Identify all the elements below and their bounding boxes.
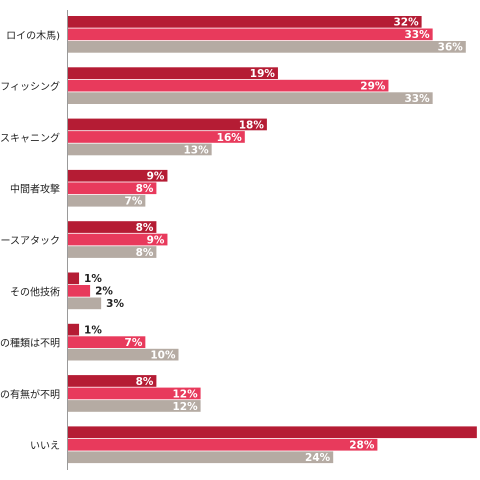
bar [68, 246, 157, 258]
category-labels: ロイの木馬) フィッシングスキャニング中間者攻撃ースアタックその他技術の種類は不明… [0, 30, 60, 452]
bar [68, 131, 245, 143]
bar [68, 221, 157, 233]
bar [68, 336, 146, 348]
bar [68, 79, 389, 92]
value-label: 12% [172, 388, 198, 400]
value-label: 12% [172, 401, 198, 413]
value-label: 36% [438, 42, 464, 54]
bar [68, 323, 80, 336]
category-label: その他技術 [10, 285, 60, 298]
bar [68, 118, 267, 131]
bar [68, 400, 201, 412]
bar [68, 28, 433, 41]
value-label: 24% [305, 452, 331, 464]
bar [68, 285, 91, 297]
category-label: ロイの木馬) [6, 30, 60, 42]
value-label: 8% [136, 222, 154, 234]
value-label: 28% [349, 440, 375, 452]
value-label: 29% [360, 81, 386, 93]
value-label: 9% [147, 234, 165, 246]
bar [68, 182, 157, 195]
bar [68, 67, 278, 79]
value-label: 7% [125, 337, 143, 349]
value-label: 10% [150, 350, 176, 362]
value-label: 8% [136, 247, 154, 259]
value-label: 7% [125, 196, 143, 208]
value-label: 19% [250, 68, 276, 80]
bar [68, 169, 168, 182]
value-label: 32% [393, 17, 419, 29]
bar [68, 387, 201, 400]
value-label: 1% [84, 325, 102, 337]
bar [68, 16, 422, 28]
category-label: の有無が不明 [0, 388, 60, 401]
bar [68, 233, 168, 246]
value-label: 8% [136, 183, 154, 195]
bar [68, 451, 334, 464]
bar [68, 194, 146, 207]
bar [68, 348, 179, 361]
value-label: 33% [405, 93, 431, 105]
bar [68, 438, 378, 451]
bar [68, 41, 466, 53]
category-label: いいえ [30, 440, 60, 452]
value-label: 16% [217, 132, 243, 144]
bar [68, 297, 102, 310]
bar [68, 143, 212, 156]
bar [68, 426, 477, 439]
bar [68, 375, 157, 387]
value-labels: 32%33%36%19%29%33%18%16%13%9%8%7%8%9%8%1… [84, 17, 463, 464]
value-label: 3% [106, 298, 124, 310]
bar [68, 92, 433, 104]
bar [68, 272, 80, 285]
value-label: 18% [239, 119, 265, 131]
category-label: ースアタック [1, 235, 61, 247]
category-label: 中間者攻撃 [10, 183, 60, 196]
value-label: 13% [184, 144, 210, 156]
category-label: フィッシング [0, 80, 60, 93]
value-label: 33% [405, 29, 431, 41]
category-label: の種類は不明 [0, 337, 60, 350]
category-label: スキャニング [0, 131, 60, 144]
value-label: 1% [84, 273, 102, 285]
bars [68, 16, 477, 464]
value-label: 9% [147, 171, 165, 183]
value-label: 2% [95, 286, 113, 298]
value-label: 8% [136, 376, 154, 388]
